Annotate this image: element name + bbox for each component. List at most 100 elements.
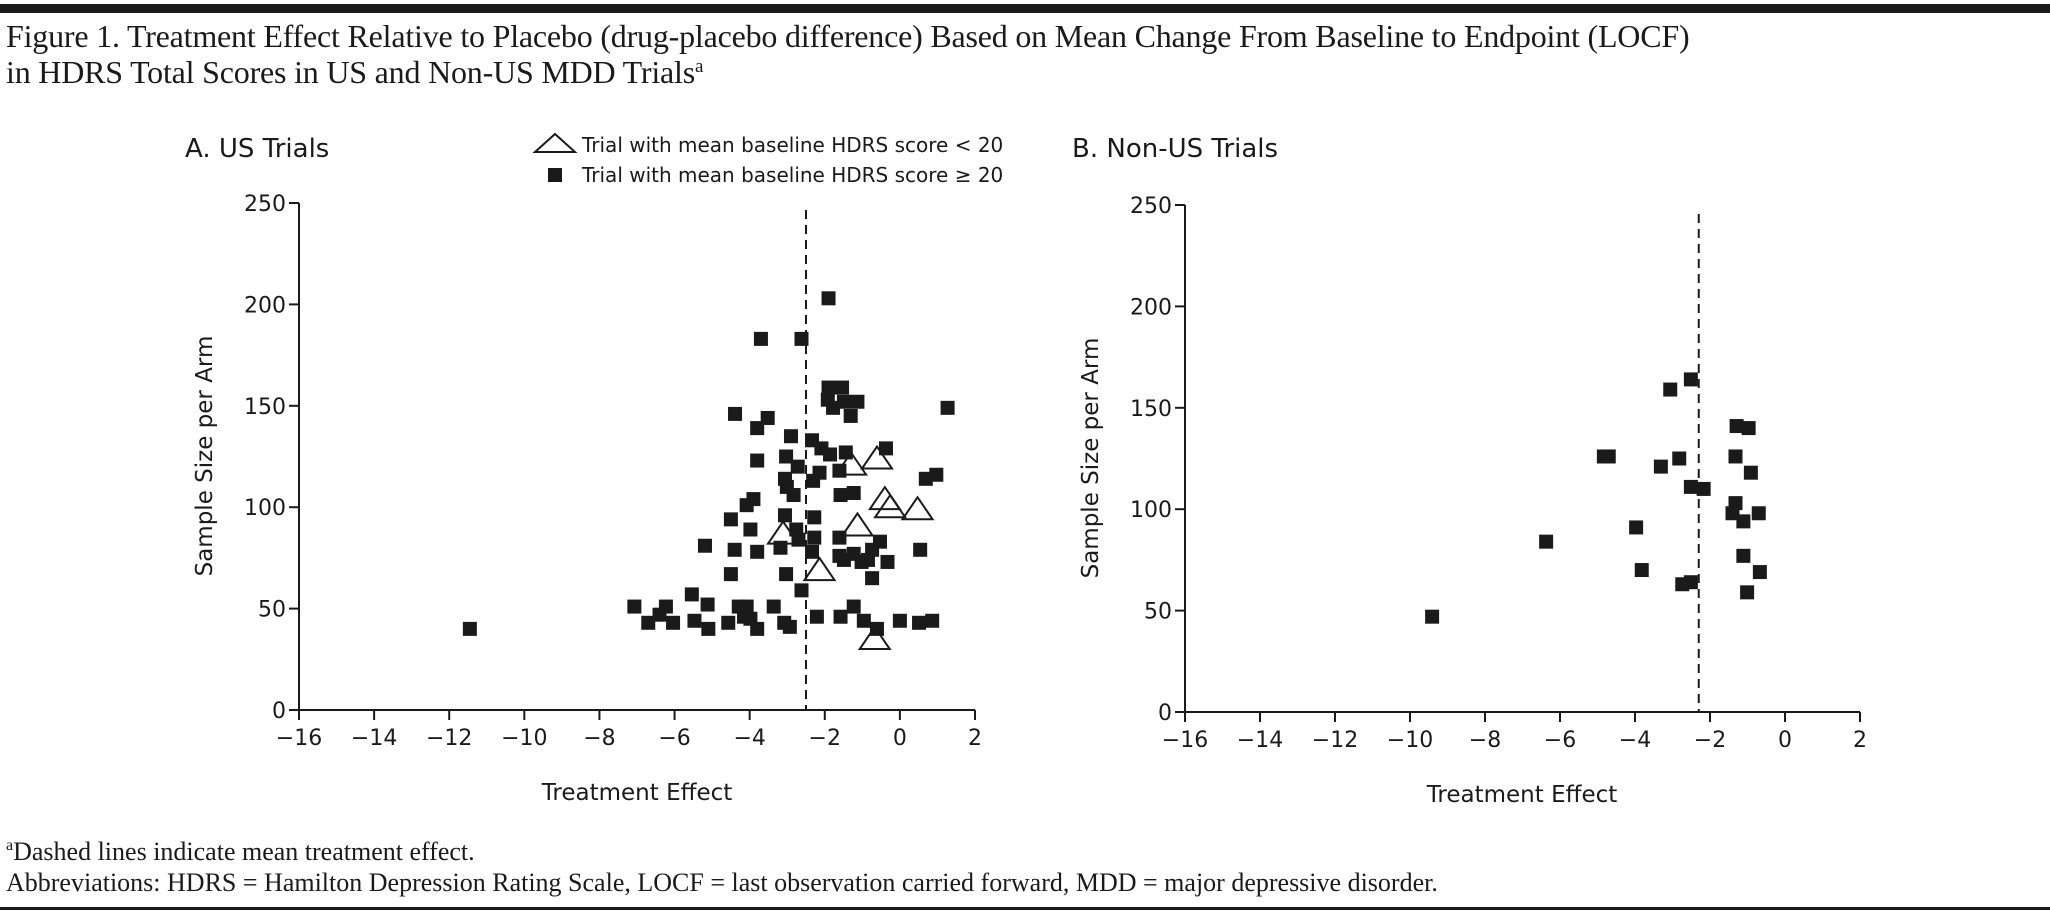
data-point-square [1634, 563, 1649, 578]
footnote-dashed-lines: aDashed lines indicate mean treatment ef… [6, 836, 2046, 867]
data-point-square [846, 599, 861, 614]
data-point-square [743, 522, 758, 537]
data-point-square [809, 609, 824, 624]
x-tick-label: −12 [1312, 728, 1358, 753]
panel-title-non-us: B. Non-US Trials [1072, 134, 1278, 164]
y-tick-label: 200 [1130, 295, 1172, 320]
data-point-square [807, 530, 822, 545]
data-point-square [1729, 419, 1744, 434]
x-tick-label: −8 [1469, 728, 1501, 753]
data-point-square [833, 609, 848, 624]
data-point-square [912, 615, 927, 630]
legend: Trial with mean baseline HDRS score < 20… [532, 132, 1003, 187]
data-point-square [1736, 514, 1751, 529]
data-point-square [1672, 451, 1687, 466]
data-point-square [1629, 520, 1644, 535]
top-rule [0, 4, 2050, 13]
data-point-square [913, 542, 928, 557]
data-point-square [739, 599, 754, 614]
x-tick-label: −6 [658, 726, 690, 751]
data-point-square [1728, 496, 1743, 511]
data-point-square [812, 465, 827, 480]
data-point-square [835, 380, 850, 395]
figure-title-line-1: Figure 1. Treatment Effect Relative to P… [6, 18, 1690, 54]
data-point-square [805, 544, 820, 559]
x-tick-label: −2 [1694, 728, 1726, 753]
data-point-square [701, 621, 716, 636]
data-point-square [721, 615, 736, 630]
x-tick-label: −4 [733, 726, 765, 751]
x-tick-label: 0 [893, 726, 907, 751]
data-point-square [1743, 465, 1758, 480]
data-point-square [833, 488, 848, 503]
x-tick-label: −4 [1619, 728, 1651, 753]
data-point-square [1683, 575, 1698, 590]
x-tick-label: −6 [1544, 728, 1576, 753]
data-point-square [807, 510, 822, 525]
y-tick-label: 150 [244, 395, 286, 420]
panel-non-us-trials: B. Non-US Trials −16 −14 −12 −10 −8 −6 −4 −2 0 20… [1072, 134, 1867, 808]
data-point-square [723, 512, 738, 527]
figure-title-line-2: in HDRS Total Scores in US and Non-US MD… [6, 54, 2046, 90]
x-tick-label: −14 [1237, 728, 1283, 753]
data-point-square [1696, 481, 1711, 496]
data-point-square [462, 621, 477, 636]
data-point-square [766, 599, 781, 614]
legend-triangle-icon [532, 132, 578, 153]
data-point-square [1653, 459, 1668, 474]
plot-area-non-us: −16 −14 −12 −10 −8 −6 −4 −2 0 2 0 50 100 150 200 250 [1130, 194, 1867, 753]
data-point-square [878, 441, 893, 456]
data-point-square [821, 291, 836, 306]
footnote-dashed-lines-text: Dashed lines indicate mean treatment eff… [13, 837, 475, 866]
x-tick-label: −14 [351, 726, 397, 751]
data-point-square [750, 453, 765, 468]
data-point-square [872, 534, 887, 549]
x-tick-label: −16 [276, 726, 322, 751]
data-point-square [826, 400, 841, 415]
data-point-square [856, 613, 871, 628]
data-point-square [627, 599, 642, 614]
x-tick-label: −10 [501, 726, 547, 751]
legend-label-square: Trial with mean baseline HDRS score ≥ 20 [581, 163, 1003, 187]
figure-title-line-2-text: in HDRS Total Scores in US and Non-US MD… [6, 54, 695, 90]
data-point-square [750, 621, 765, 636]
x-tick-label: −2 [809, 726, 841, 751]
data-point-square [666, 615, 681, 630]
data-point-square [794, 583, 809, 598]
panel-title-us: A. US Trials [185, 134, 329, 164]
data-point-square [846, 486, 861, 501]
x-tick-label: −8 [583, 726, 615, 751]
data-point-square [723, 567, 738, 582]
data-point-square [777, 508, 792, 523]
x-axis-title-us: Treatment Effect [541, 780, 733, 806]
data-point-square [779, 567, 794, 582]
data-point-square [940, 400, 955, 415]
data-point-square [746, 492, 761, 507]
data-point-square [892, 613, 907, 628]
data-point-square [700, 597, 715, 612]
data-point-square [786, 488, 801, 503]
y-axis-title-non-us: Sample Size per Arm [1078, 338, 1104, 579]
data-point-square [728, 406, 743, 421]
x-tick-label: −16 [1162, 728, 1208, 753]
data-point-square [925, 613, 940, 628]
data-point-triangle [873, 493, 908, 519]
y-tick-label: 0 [1158, 701, 1172, 726]
data-point-square [823, 447, 838, 462]
data-point-square [1752, 565, 1767, 580]
data-point-square [641, 615, 656, 630]
x-tick-label: −10 [1387, 728, 1433, 753]
data-point-square [1425, 609, 1440, 624]
data-point-square [1736, 548, 1751, 563]
data-point-square [1663, 382, 1678, 397]
data-point-square [750, 421, 765, 436]
data-point-square [779, 449, 794, 464]
y-tick-label: 100 [1130, 498, 1172, 523]
data-point-square [760, 410, 775, 425]
panel-us-trials: A. US Trials Trial with mean baseline HD… [185, 132, 1003, 806]
data-point-square [836, 394, 851, 409]
data-point-square [843, 408, 858, 423]
x-tick-label: 2 [1853, 728, 1867, 753]
data-point-square [1728, 449, 1743, 464]
y-tick-label: 150 [1130, 397, 1172, 422]
